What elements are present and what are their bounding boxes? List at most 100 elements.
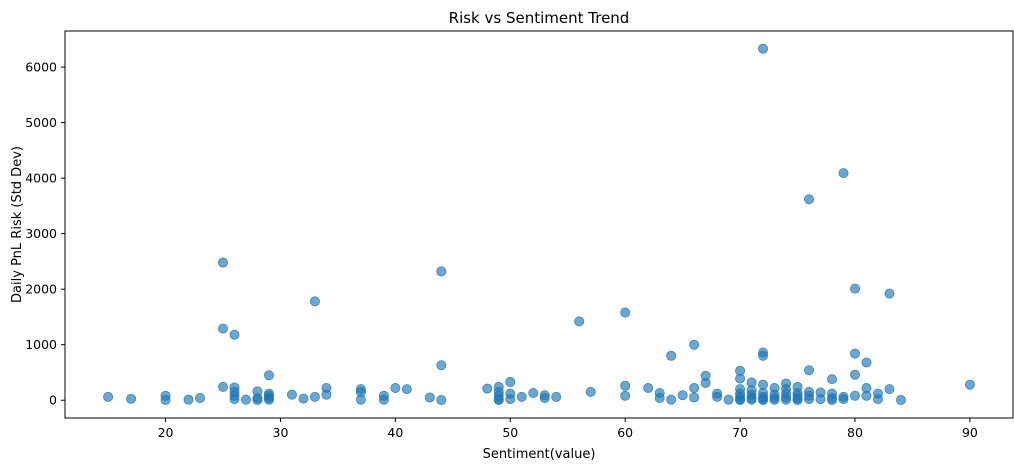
scatter-point: [827, 394, 838, 405]
scatter-point: [781, 394, 792, 405]
scatter-point: [884, 384, 895, 395]
scatter-point: [666, 394, 677, 405]
chart-title: Risk vs Sentiment Trend: [449, 9, 630, 27]
scatter-point: [240, 394, 251, 405]
scatter-point: [804, 194, 815, 205]
y-tick-label: 2000: [25, 282, 57, 297]
x-tick-label: 50: [502, 425, 518, 440]
scatter-point: [217, 257, 228, 268]
scatter-point: [838, 394, 849, 405]
scatter-point: [700, 378, 711, 389]
scatter-point: [735, 394, 746, 405]
scatter-point: [758, 394, 769, 405]
scatter-point: [620, 380, 631, 391]
scatter-point: [620, 390, 631, 401]
scatter-points: [103, 43, 975, 405]
scatter-point: [758, 350, 769, 361]
scatter-point: [654, 393, 665, 404]
scatter-point: [574, 316, 585, 327]
plot-frame: [64, 30, 1014, 419]
scatter-point: [539, 393, 550, 404]
scatter-point: [964, 379, 975, 390]
y-tick-label: 4000: [25, 171, 57, 186]
scatter-point: [895, 394, 906, 405]
y-axis-label: Daily PnL Risk (Std Dev): [10, 146, 25, 303]
scatter-point: [424, 392, 435, 403]
scatter-point: [666, 350, 677, 361]
scatter-point: [183, 394, 194, 405]
scatter-point: [505, 376, 516, 387]
scatter-point: [689, 383, 700, 394]
scatter-point: [758, 379, 769, 390]
scatter-point: [620, 307, 631, 318]
scatter-point: [815, 394, 826, 405]
scatter-point: [712, 391, 723, 402]
scatter-point: [378, 394, 389, 405]
x-axis-label: Sentiment(value): [483, 447, 596, 462]
scatter-point: [436, 360, 447, 371]
scatter-point: [195, 393, 206, 404]
scatter-point: [160, 394, 171, 405]
scatter-point: [792, 394, 803, 405]
scatter-point: [229, 329, 240, 340]
scatter-point: [850, 348, 861, 359]
scatter-point: [723, 394, 734, 405]
y-tick-label: 1000: [25, 337, 57, 352]
scatter-point: [850, 283, 861, 294]
scatter-point: [551, 391, 562, 402]
x-tick-label: 40: [387, 425, 403, 440]
scatter-point: [436, 394, 447, 405]
x-tick-label: 30: [273, 425, 289, 440]
y-tick-label: 3000: [25, 226, 57, 241]
y-axis: 0 1000 2000 3000 4000 5000 6000: [25, 60, 65, 408]
scatter-point: [861, 390, 872, 401]
scatter-point: [850, 369, 861, 380]
x-tick-label: 70: [732, 425, 748, 440]
scatter-point: [769, 394, 780, 405]
scatter-point: [528, 388, 539, 399]
scatter-point: [746, 394, 757, 405]
x-tick-label: 60: [617, 425, 633, 440]
scatter-point: [804, 365, 815, 376]
x-tick-label: 90: [962, 425, 978, 440]
scatter-point: [217, 381, 228, 392]
scatter-point: [401, 384, 412, 395]
scatter-point: [355, 394, 366, 405]
scatter-point: [263, 370, 274, 381]
scatter-point: [516, 391, 527, 402]
x-tick-label: 80: [847, 425, 863, 440]
scatter-point: [436, 266, 447, 277]
scatter-point: [217, 323, 228, 334]
scatter-point: [493, 394, 504, 405]
scatter-point: [758, 43, 769, 54]
scatter-point: [229, 394, 240, 405]
scatter-point: [126, 393, 137, 404]
scatter-point: [689, 392, 700, 403]
scatter-point: [103, 391, 114, 402]
scatter-point: [643, 383, 654, 394]
x-axis: 20 30 40 50 60 70 80 90: [158, 418, 978, 440]
scatter-point: [735, 373, 746, 384]
scatter-point: [263, 394, 274, 405]
scatter-point: [585, 386, 596, 397]
scatter-point: [838, 168, 849, 179]
scatter-point: [390, 383, 401, 394]
scatter-point: [321, 389, 332, 400]
scatter-point: [884, 288, 895, 299]
scatter-point: [505, 394, 516, 405]
scatter-point: [286, 389, 297, 400]
scatter-point: [804, 394, 815, 405]
y-tick-label: 6000: [25, 60, 57, 75]
scatter-point: [252, 394, 263, 405]
y-tick-label: 5000: [25, 115, 57, 130]
scatter-point: [677, 390, 688, 401]
scatter-point: [309, 296, 320, 307]
scatter-point: [861, 357, 872, 368]
scatter-point: [298, 393, 309, 404]
scatter-point: [482, 383, 493, 394]
scatter-point: [827, 374, 838, 385]
scatter-point: [872, 394, 883, 405]
scatter-point: [850, 390, 861, 401]
scatter-point: [689, 339, 700, 350]
